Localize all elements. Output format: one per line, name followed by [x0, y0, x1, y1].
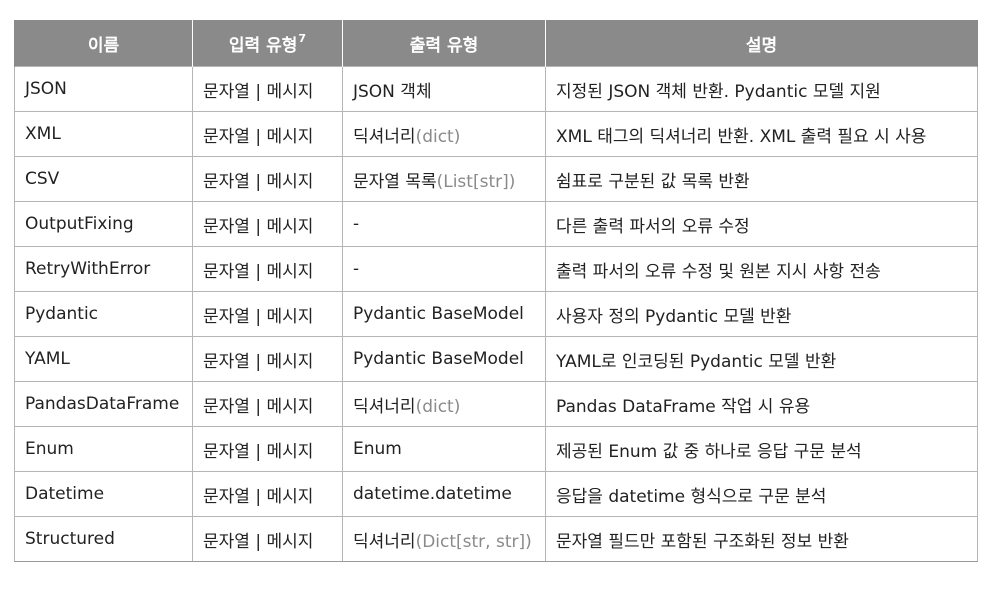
- output-parser-table: 이름 입력 유형7 출력 유형 설명 JSON 문자열 | 메시지 JSON 객…: [14, 20, 978, 562]
- cell-output-paren: (dict): [415, 126, 461, 147]
- cell-output-text: Enum: [353, 439, 402, 459]
- table-row: CSV 문자열 | 메시지 문자열 목록(List[str]) 쉼표로 구분된 …: [14, 156, 978, 202]
- cell-input: 문자열 | 메시지: [192, 111, 343, 157]
- header-name-label: 이름: [87, 35, 120, 56]
- header-description-label: 설명: [745, 35, 778, 56]
- cell-description: 다른 출력 파서의 오류 수정: [545, 201, 978, 247]
- cell-description: 쉼표로 구분된 값 목록 반환: [545, 156, 978, 202]
- cell-input: 문자열 | 메시지: [192, 66, 343, 112]
- cell-output-paren: (dict): [415, 396, 461, 417]
- cell-output: 딕셔너리(Dict[str, str]): [342, 516, 546, 562]
- cell-description: 응답을 datetime 형식으로 구문 분석: [545, 471, 978, 517]
- cell-name: PandasDataFrame: [14, 381, 193, 427]
- cell-output-text: JSON 객체: [353, 81, 432, 102]
- cell-name: RetryWithError: [14, 246, 193, 292]
- header-description: 설명: [545, 20, 978, 67]
- cell-output-text: -: [353, 259, 360, 279]
- cell-output-paren: (List[str]): [436, 171, 516, 192]
- cell-output-text: -: [353, 214, 360, 234]
- cell-description: Pandas DataFrame 작업 시 유용: [545, 381, 978, 427]
- cell-output-text: 딕셔너리: [353, 396, 416, 417]
- cell-name: OutputFixing: [14, 201, 193, 247]
- cell-output: 딕셔너리(dict): [342, 111, 546, 157]
- table-row: PandasDataFrame 문자열 | 메시지 딕셔너리(dict) Pan…: [14, 381, 978, 427]
- cell-output-text: Pydantic BaseModel: [353, 349, 524, 369]
- cell-name: Pydantic: [14, 291, 193, 337]
- cell-output-text: 문자열 목록: [353, 171, 437, 192]
- table-row: Datetime 문자열 | 메시지 datetime.datetime 응답을…: [14, 471, 978, 517]
- cell-description: 출력 파서의 오류 수정 및 원본 지시 사항 전송: [545, 246, 978, 292]
- footnote-marker: 7: [298, 31, 307, 45]
- header-name: 이름: [14, 20, 193, 67]
- cell-output: 딕셔너리(dict): [342, 381, 546, 427]
- cell-output: 문자열 목록(List[str]): [342, 156, 546, 202]
- cell-output-text: 딕셔너리: [353, 531, 416, 552]
- cell-name: XML: [14, 111, 193, 157]
- cell-output-text: datetime.datetime: [353, 484, 512, 504]
- cell-input: 문자열 | 메시지: [192, 426, 343, 472]
- cell-output: datetime.datetime: [342, 471, 546, 517]
- cell-output-paren: (Dict[str, str]): [415, 531, 532, 552]
- cell-output-text: 딕셔너리: [353, 126, 416, 147]
- table-row: XML 문자열 | 메시지 딕셔너리(dict) XML 태그의 딕셔너리 반환…: [14, 111, 978, 157]
- cell-output: -: [342, 201, 546, 247]
- cell-input: 문자열 | 메시지: [192, 471, 343, 517]
- cell-output-text: Pydantic BaseModel: [353, 304, 524, 324]
- cell-description: XML 태그의 딕셔너리 반환. XML 출력 필요 시 사용: [545, 111, 978, 157]
- cell-description: 제공된 Enum 값 중 하나로 응답 구문 분석: [545, 426, 978, 472]
- parser-table-container: 이름 입력 유형7 출력 유형 설명 JSON 문자열 | 메시지 JSON 객…: [14, 20, 978, 562]
- header-input-type: 입력 유형7: [192, 20, 343, 67]
- cell-output: Pydantic BaseModel: [342, 336, 546, 382]
- cell-description: YAML로 인코딩된 Pydantic 모델 반환: [545, 336, 978, 382]
- table-row: Structured 문자열 | 메시지 딕셔너리(Dict[str, str]…: [14, 516, 978, 562]
- table-row: JSON 문자열 | 메시지 JSON 객체 지정된 JSON 객체 반환. P…: [14, 66, 978, 112]
- cell-input: 문자열 | 메시지: [192, 516, 343, 562]
- cell-output: Enum: [342, 426, 546, 472]
- cell-description: 사용자 정의 Pydantic 모델 반환: [545, 291, 978, 337]
- cell-name: CSV: [14, 156, 193, 202]
- cell-name: YAML: [14, 336, 193, 382]
- cell-input: 문자열 | 메시지: [192, 201, 343, 247]
- table-row: Enum 문자열 | 메시지 Enum 제공된 Enum 값 중 하나로 응답 …: [14, 426, 978, 472]
- cell-input: 문자열 | 메시지: [192, 291, 343, 337]
- cell-input: 문자열 | 메시지: [192, 381, 343, 427]
- table-row: YAML 문자열 | 메시지 Pydantic BaseModel YAML로 …: [14, 336, 978, 382]
- cell-name: Datetime: [14, 471, 193, 517]
- table-row: RetryWithError 문자열 | 메시지 - 출력 파서의 오류 수정 …: [14, 246, 978, 292]
- cell-output: JSON 객체: [342, 66, 546, 112]
- header-output-type: 출력 유형: [342, 20, 546, 67]
- header-output-type-label: 출력 유형: [409, 35, 479, 56]
- table-body: JSON 문자열 | 메시지 JSON 객체 지정된 JSON 객체 반환. P…: [14, 66, 978, 562]
- cell-description: 지정된 JSON 객체 반환. Pydantic 모델 지원: [545, 66, 978, 112]
- cell-input: 문자열 | 메시지: [192, 156, 343, 202]
- table-header-row: 이름 입력 유형7 출력 유형 설명: [14, 20, 978, 67]
- cell-description: 문자열 필드만 포함된 구조화된 정보 반환: [545, 516, 978, 562]
- cell-output: -: [342, 246, 546, 292]
- header-input-type-label: 입력 유형: [228, 35, 298, 56]
- cell-output: Pydantic BaseModel: [342, 291, 546, 337]
- table-row: Pydantic 문자열 | 메시지 Pydantic BaseModel 사용…: [14, 291, 978, 337]
- cell-name: JSON: [14, 66, 193, 112]
- cell-input: 문자열 | 메시지: [192, 246, 343, 292]
- table-row: OutputFixing 문자열 | 메시지 - 다른 출력 파서의 오류 수정: [14, 201, 978, 247]
- cell-name: Structured: [14, 516, 193, 562]
- cell-input: 문자열 | 메시지: [192, 336, 343, 382]
- cell-name: Enum: [14, 426, 193, 472]
